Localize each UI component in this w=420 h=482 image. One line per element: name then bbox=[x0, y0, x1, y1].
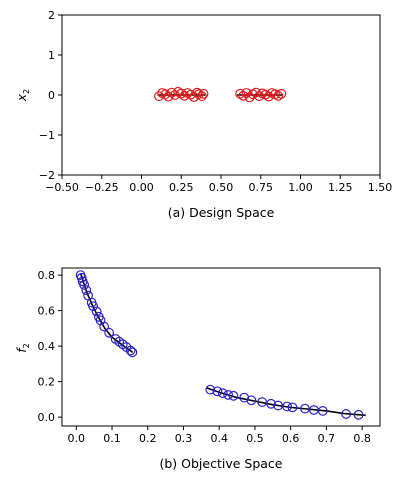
data-point bbox=[127, 347, 138, 358]
data-point bbox=[212, 386, 223, 397]
design-space-plot-area bbox=[61, 14, 381, 176]
data-point bbox=[99, 321, 110, 332]
data-point bbox=[169, 90, 180, 100]
data-point bbox=[244, 92, 255, 103]
data-point bbox=[276, 88, 287, 99]
x-tick-label: 0.1 bbox=[103, 432, 121, 445]
data-point bbox=[154, 91, 164, 102]
data-point bbox=[88, 301, 98, 312]
y-tick-label: −2 bbox=[39, 169, 55, 182]
objective-space-y-axis-label: f2 bbox=[15, 343, 31, 352]
data-point bbox=[160, 89, 171, 100]
data-point bbox=[185, 89, 196, 100]
y-tick-label: 0.8 bbox=[38, 269, 56, 282]
design-space-y-axis-label: x2 bbox=[15, 89, 31, 102]
x-tick-label: 0.7 bbox=[318, 432, 336, 445]
design-space-caption: (a) Design Space bbox=[168, 205, 275, 220]
objective-space-points bbox=[75, 270, 364, 420]
data-point bbox=[166, 87, 177, 98]
x-tick-label: 0.75 bbox=[249, 181, 274, 194]
data-point bbox=[341, 409, 351, 419]
data-point bbox=[176, 88, 187, 99]
x-tick-label: 1.50 bbox=[368, 181, 393, 194]
data-point bbox=[205, 384, 216, 395]
data-point bbox=[217, 388, 228, 399]
objective-space-panel: 0.0 0.1 0.2 0.3 0.4 0.5 0.6 0.7 0.8 0.0 0.2 0.4 0.6 0… bbox=[15, 267, 381, 471]
objective-space-plot-area bbox=[61, 267, 381, 427]
y-tick-label: 0.2 bbox=[38, 376, 56, 389]
x-tick-label: −0.50 bbox=[45, 181, 79, 194]
data-point bbox=[197, 91, 207, 102]
y-tick-label: 0.6 bbox=[38, 305, 56, 318]
data-point bbox=[287, 402, 298, 413]
data-point bbox=[254, 91, 265, 102]
data-point bbox=[81, 285, 92, 296]
y-tick-label: 2 bbox=[48, 9, 55, 22]
data-point bbox=[91, 306, 102, 317]
data-point bbox=[238, 90, 249, 101]
data-point bbox=[228, 390, 239, 401]
design-space-ticks: −0.50 −0.25 0.00 0.25 0.50 0.75 1.00 1.25 1.50 −2… bbox=[39, 9, 392, 194]
data-point bbox=[125, 345, 136, 356]
y-tick-label: 1 bbox=[48, 49, 55, 62]
data-point bbox=[239, 392, 250, 403]
design-space-points bbox=[154, 86, 287, 103]
x-tick-label: 0.5 bbox=[246, 432, 264, 445]
y-tick-label: 0.0 bbox=[38, 411, 56, 424]
y-tick-label: −1 bbox=[39, 129, 55, 142]
x-tick-label: 0.2 bbox=[139, 432, 157, 445]
y-tick-label: 0 bbox=[48, 89, 55, 102]
x-tick-label: 0.4 bbox=[210, 432, 228, 445]
x-tick-label: 0.8 bbox=[353, 432, 371, 445]
y-tick-label: 0.4 bbox=[38, 340, 56, 353]
x-tick-label: 0.6 bbox=[282, 432, 300, 445]
data-point bbox=[104, 327, 115, 338]
data-point bbox=[266, 398, 276, 409]
data-point bbox=[257, 397, 267, 407]
objective-space-caption: (b) Objective Space bbox=[160, 456, 283, 471]
data-point bbox=[317, 406, 328, 416]
x-tick-label: 0.3 bbox=[175, 432, 193, 445]
x-tick-label: 0.00 bbox=[129, 181, 154, 194]
x-tick-label: −0.25 bbox=[85, 181, 119, 194]
data-point bbox=[79, 279, 90, 290]
data-point bbox=[223, 390, 234, 400]
data-point bbox=[198, 88, 209, 99]
x-tick-label: 0.0 bbox=[68, 432, 86, 445]
front-line bbox=[206, 387, 366, 417]
x-tick-label: 1.00 bbox=[288, 181, 313, 194]
data-point bbox=[179, 90, 190, 101]
data-point bbox=[246, 395, 257, 406]
x-tick-label: 0.50 bbox=[209, 181, 234, 194]
x-tick-label: 1.25 bbox=[328, 181, 353, 194]
design-space-panel: −0.50 −0.25 0.00 0.25 0.50 0.75 1.00 1.25 1.50 −2… bbox=[15, 9, 392, 220]
data-point bbox=[353, 409, 364, 420]
x-tick-label: 0.25 bbox=[169, 181, 194, 194]
objective-space-ticks: 0.0 0.1 0.2 0.3 0.4 0.5 0.6 0.7 0.8 0.0 0.2 0.4 0.6 0… bbox=[38, 269, 371, 445]
data-point bbox=[282, 401, 293, 412]
